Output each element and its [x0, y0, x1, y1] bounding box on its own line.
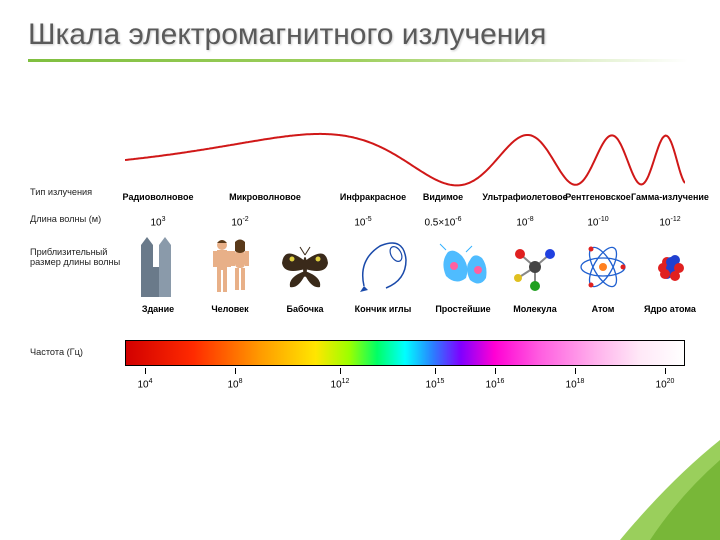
atom-icon — [573, 234, 633, 300]
label-size: Приблизительный размер длины волны — [30, 248, 125, 267]
icons-row — [125, 234, 685, 300]
page-title: Шкала электромагнитного излучения — [28, 18, 720, 53]
wavelength-value: 10-10 — [587, 216, 608, 228]
cell-icon — [433, 234, 493, 300]
freq-tick — [575, 368, 576, 374]
wavelength-value: 10-5 — [354, 216, 371, 228]
rad-type-label: Радиоволновое — [123, 192, 194, 202]
wavelength-value: 10-12 — [659, 216, 680, 228]
size-names-row: Здание Человек Бабочка Кончик иглы Простейши… — [125, 304, 685, 318]
human-icon — [200, 234, 260, 300]
radiation-types-row: Радиоволновое Микроволновое Инфракрасное Ви… — [125, 192, 685, 206]
label-rad-type: Тип излучения — [30, 188, 125, 198]
spectrum-bar — [125, 340, 685, 366]
butterfly-icon — [275, 234, 335, 300]
size-label: Здание — [142, 304, 174, 314]
title-block: Шкала электромагнитного излучения — [0, 0, 720, 62]
wavelengths-row: 103 10-2 10-5 0.5×10-6 10-8 10-10 10-12 — [125, 216, 685, 230]
freq-value: 1012 — [331, 378, 350, 390]
title-underline — [28, 59, 688, 62]
rad-type-label: Инфракрасное — [340, 192, 406, 202]
freq-tick — [145, 368, 146, 374]
freq-value: 104 — [137, 378, 152, 390]
freq-tick — [435, 368, 436, 374]
label-wavelength: Длина волны (м) — [30, 215, 125, 225]
corner-decoration — [560, 440, 720, 540]
rad-type-label: Микроволновое — [229, 192, 301, 202]
size-label: Молекула — [513, 304, 557, 314]
freq-value: 108 — [227, 378, 242, 390]
freq-value: 1015 — [426, 378, 445, 390]
rad-type-label: Рентгеновское — [565, 192, 631, 202]
needle-icon — [353, 234, 413, 300]
freq-tick — [235, 368, 236, 374]
wave-graphic — [125, 130, 685, 190]
size-label: Простейшие — [435, 304, 490, 314]
molecule-icon — [505, 234, 565, 300]
size-label: Человек — [211, 304, 248, 314]
label-frequency: Частота (Гц) — [30, 348, 125, 358]
rad-type-label: Видимое — [423, 192, 463, 202]
building-icon — [128, 234, 188, 300]
freq-value: 1016 — [486, 378, 505, 390]
size-label: Кончик иглы — [355, 304, 412, 314]
size-label: Бабочка — [286, 304, 323, 314]
rad-type-label: Ультрафиолетовое — [482, 192, 567, 202]
nucleus-icon — [640, 234, 700, 300]
freq-value: 1020 — [656, 378, 675, 390]
rad-type-label: Гамма-излучение — [631, 192, 709, 202]
size-label: Атом — [592, 304, 615, 314]
freq-tick — [665, 368, 666, 374]
freq-tick — [340, 368, 341, 374]
wavelength-value: 10-2 — [231, 216, 248, 228]
wavelength-value: 103 — [150, 216, 165, 228]
freq-tick — [495, 368, 496, 374]
size-label: Ядро атома — [644, 304, 696, 314]
frequency-row: 104 108 1012 1015 1016 1018 1020 — [125, 368, 685, 388]
wavelength-value: 10-8 — [516, 216, 533, 228]
freq-value: 1018 — [566, 378, 585, 390]
wavelength-value: 0.5×10-6 — [424, 216, 461, 228]
